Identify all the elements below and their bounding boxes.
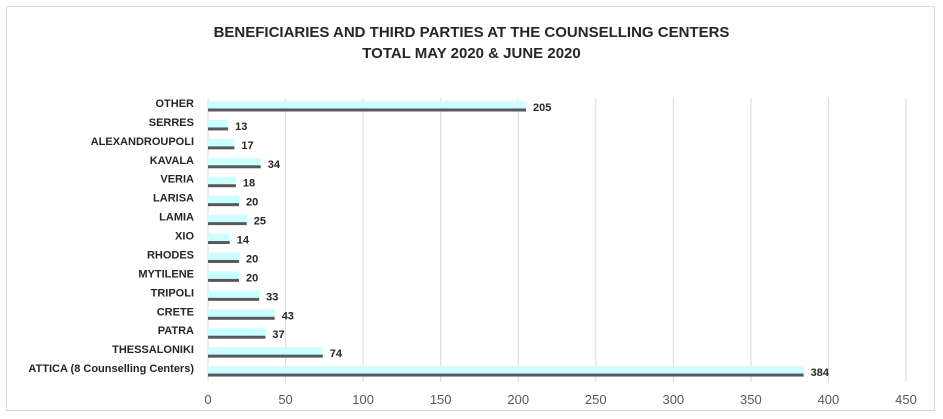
category-label-11: CRETE bbox=[157, 306, 194, 318]
bar-dark-6 bbox=[208, 222, 247, 226]
bar-dark-8 bbox=[208, 259, 240, 263]
bar-light-9 bbox=[208, 271, 240, 279]
bars bbox=[208, 101, 804, 377]
bar-light-14 bbox=[208, 366, 804, 374]
x-tick-label-250: 250 bbox=[585, 392, 607, 407]
category-label-2: ALEXANDROUPOLI bbox=[91, 136, 194, 148]
bar-dark-13 bbox=[208, 354, 323, 358]
bar-dark-0 bbox=[208, 108, 526, 112]
category-label-10: TRIPOLI bbox=[151, 287, 194, 299]
x-tick-label-50: 50 bbox=[278, 392, 292, 407]
bar-light-6 bbox=[208, 214, 247, 223]
bar-light-2 bbox=[208, 138, 235, 147]
category-label-13: THESSALONIKI bbox=[112, 344, 194, 356]
data-labels: 205 13 17 34 18 20 25 14 20 20 33 43 37 74 384 bbox=[235, 102, 830, 379]
chart-title-line-2: TOTAL MAY 2020 & JUNE 2020 bbox=[362, 45, 581, 62]
bar-dark-12 bbox=[208, 335, 266, 339]
bar-light-8 bbox=[208, 252, 240, 260]
data-label-2: 17 bbox=[241, 140, 253, 152]
bar-light-3 bbox=[208, 157, 261, 166]
bar-light-4 bbox=[208, 176, 236, 185]
bar-light-1 bbox=[208, 119, 229, 128]
category-label-7: XIO bbox=[175, 231, 194, 243]
category-label-12: PATRA bbox=[158, 325, 194, 337]
data-label-11: 43 bbox=[282, 310, 294, 322]
x-tick-label-150: 150 bbox=[430, 392, 452, 407]
bar-dark-5 bbox=[208, 203, 240, 207]
bar-dark-1 bbox=[208, 127, 229, 131]
data-label-8: 20 bbox=[246, 253, 258, 265]
data-label-3: 34 bbox=[268, 159, 281, 171]
data-label-4: 18 bbox=[243, 178, 255, 190]
data-label-0: 205 bbox=[533, 102, 551, 114]
category-label-9: MYTILENE bbox=[138, 268, 194, 280]
category-label-1: SERRES bbox=[149, 117, 194, 129]
bar-light-7 bbox=[208, 233, 230, 242]
bar-light-5 bbox=[208, 195, 240, 204]
data-label-1: 13 bbox=[235, 121, 247, 133]
data-label-13: 74 bbox=[330, 348, 343, 360]
bar-dark-10 bbox=[208, 297, 260, 301]
chart-title: BENEFICIARIES AND THIRD PARTIES AT THE C… bbox=[0, 22, 943, 64]
category-label-4: VERIA bbox=[160, 174, 194, 186]
category-label-14: ATTICA (8 Counselling Centers) bbox=[28, 363, 194, 375]
chart-area bbox=[6, 6, 935, 411]
x-tick-label-300: 300 bbox=[662, 392, 684, 407]
x-tick-label-0: 0 bbox=[204, 392, 211, 407]
data-label-7: 14 bbox=[237, 235, 250, 247]
data-label-10: 33 bbox=[266, 291, 278, 303]
gridlines bbox=[207, 98, 907, 382]
x-tick-label-350: 350 bbox=[740, 392, 762, 407]
bar-dark-3 bbox=[208, 165, 261, 169]
bar-light-10 bbox=[208, 290, 260, 298]
data-label-12: 37 bbox=[272, 329, 284, 341]
data-label-9: 20 bbox=[246, 272, 258, 284]
data-label-14: 384 bbox=[811, 367, 830, 379]
category-label-0: OTHER bbox=[156, 98, 195, 110]
data-label-6: 25 bbox=[254, 216, 266, 228]
bar-dark-4 bbox=[208, 184, 236, 188]
bar-dark-14 bbox=[208, 373, 804, 377]
bar-light-12 bbox=[208, 328, 266, 336]
data-label-5: 20 bbox=[246, 197, 258, 209]
bar-light-13 bbox=[208, 347, 323, 355]
category-label-6: LAMIA bbox=[159, 212, 194, 224]
bar-dark-9 bbox=[208, 278, 240, 282]
bar-dark-2 bbox=[208, 146, 235, 150]
x-tick-label-200: 200 bbox=[507, 392, 529, 407]
x-tick-label-100: 100 bbox=[352, 392, 374, 407]
bar-dark-7 bbox=[208, 241, 230, 245]
bar-dark-11 bbox=[208, 316, 275, 320]
category-label-5: LARISA bbox=[153, 193, 194, 205]
category-label-8: RHODES bbox=[147, 249, 194, 261]
bar-light-11 bbox=[208, 309, 275, 317]
x-axis-ticks: 0 50 100 150 200 250 300 350 400 450 bbox=[204, 392, 916, 407]
bar-light-0 bbox=[208, 101, 526, 109]
x-tick-label-400: 400 bbox=[818, 392, 840, 407]
category-label-3: KAVALA bbox=[150, 155, 194, 167]
x-tick-label-450: 450 bbox=[895, 392, 917, 407]
category-labels: OTHER SERRES ALEXANDROUPOLI KAVALA VERIA LARI… bbox=[28, 98, 194, 375]
chart-title-line-1: BENEFICIARIES AND THIRD PARTIES AT THE C… bbox=[213, 24, 730, 41]
